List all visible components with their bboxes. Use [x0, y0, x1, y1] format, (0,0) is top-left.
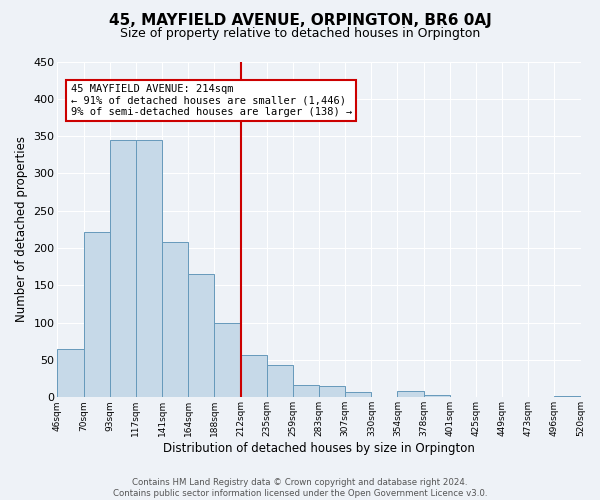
Bar: [83, 232, 110, 398]
Text: 45 MAYFIELD AVENUE: 214sqm
← 91% of detached houses are smaller (1,446)
9% of se: 45 MAYFIELD AVENUE: 214sqm ← 91% of deta…: [71, 84, 352, 117]
Bar: [397, 392, 424, 398]
Bar: [293, 384, 319, 398]
Bar: [162, 242, 188, 398]
Text: 45, MAYFIELD AVENUE, ORPINGTON, BR6 0AJ: 45, MAYFIELD AVENUE, ORPINGTON, BR6 0AJ: [109, 12, 491, 28]
Bar: [241, 355, 266, 398]
Bar: [319, 386, 345, 398]
Bar: [554, 396, 581, 398]
Y-axis label: Number of detached properties: Number of detached properties: [15, 136, 28, 322]
Text: Contains HM Land Registry data © Crown copyright and database right 2024.
Contai: Contains HM Land Registry data © Crown c…: [113, 478, 487, 498]
Bar: [266, 365, 293, 398]
Bar: [188, 274, 214, 398]
Bar: [136, 140, 162, 398]
Bar: [345, 392, 371, 398]
Bar: [58, 349, 83, 398]
X-axis label: Distribution of detached houses by size in Orpington: Distribution of detached houses by size …: [163, 442, 475, 455]
Bar: [424, 395, 450, 398]
Bar: [214, 322, 241, 398]
Text: Size of property relative to detached houses in Orpington: Size of property relative to detached ho…: [120, 28, 480, 40]
Bar: [110, 140, 136, 398]
